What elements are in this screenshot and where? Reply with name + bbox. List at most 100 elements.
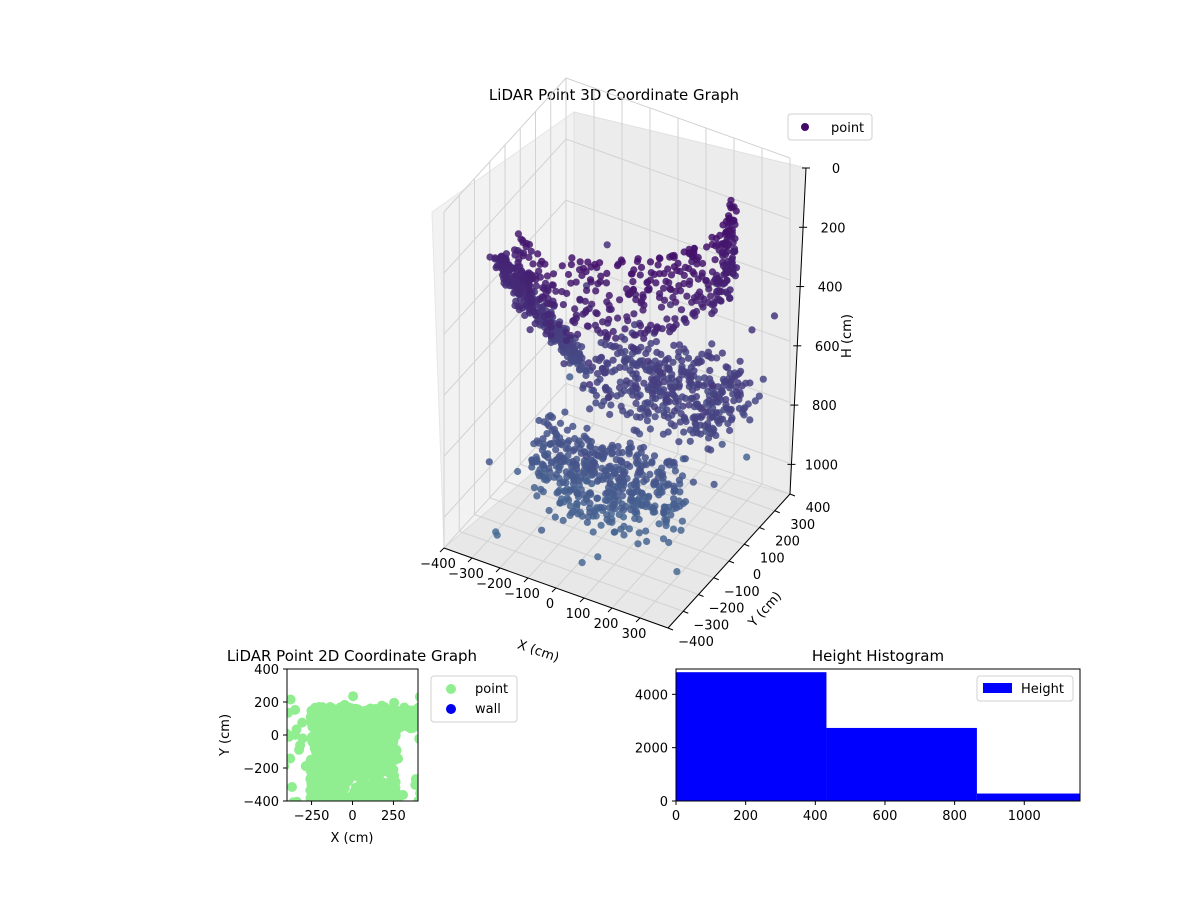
point-3d	[643, 417, 652, 425]
chart-2d: LiDAR Point 2D Coordinate Graph −250 0 250…	[218, 647, 518, 846]
point-3d	[529, 260, 537, 268]
point-3d	[680, 428, 688, 436]
point-2d	[415, 788, 418, 798]
legend-histogram: Height	[976, 675, 1074, 702]
histogram-bars	[676, 672, 1080, 801]
point-3d	[602, 490, 610, 498]
point-3d	[559, 301, 568, 309]
point-2d	[337, 788, 347, 799]
point-3d	[586, 489, 594, 497]
legend-histogram-swatch	[983, 683, 1012, 693]
point-3d	[770, 312, 779, 320]
z-axis-label-3d: H (cm)	[840, 314, 855, 358]
point-3d	[585, 359, 593, 367]
point-3d	[655, 293, 664, 301]
point-3d	[533, 437, 541, 445]
point-3d	[603, 241, 611, 249]
point-3d	[550, 425, 559, 433]
point-3d	[638, 501, 646, 510]
plot-area-histogram	[675, 668, 1081, 802]
x-tick-label-histogram: 800	[942, 809, 967, 824]
point-3d	[625, 291, 633, 299]
point-3d	[556, 451, 564, 459]
point-3d	[621, 325, 629, 333]
histogram-bar	[676, 672, 827, 801]
point-3d	[686, 437, 694, 445]
point-3d	[699, 303, 707, 311]
point-3d	[597, 272, 605, 280]
point-3d	[746, 416, 754, 424]
point-2d	[402, 712, 413, 723]
point-3d	[692, 393, 701, 401]
point-3d	[556, 499, 564, 507]
point-3d	[638, 361, 646, 369]
point-3d	[722, 228, 730, 236]
point-3d	[609, 327, 617, 336]
x-tick-label-2d: 0	[348, 809, 356, 824]
point-3d	[642, 475, 650, 484]
point-3d	[678, 517, 687, 525]
legend-2d: point wall	[430, 675, 518, 723]
point-2d	[374, 768, 385, 778]
point-3d	[648, 389, 657, 397]
point-2d	[389, 697, 400, 708]
point-3d	[552, 287, 560, 295]
point-3d	[651, 413, 659, 421]
point-3d	[531, 320, 539, 328]
point-3d	[708, 240, 716, 249]
point-3d	[611, 528, 619, 536]
point-2d	[315, 712, 326, 723]
point-3d	[618, 333, 626, 341]
point-3d	[590, 459, 599, 467]
point-3d	[569, 422, 577, 430]
point-2d	[287, 753, 296, 764]
y-tick-label-3d: 200	[775, 535, 800, 550]
y-tick-label-histogram: 4000	[635, 688, 668, 703]
point-2d	[372, 713, 383, 724]
point-2d	[382, 793, 393, 801]
point-3d	[655, 520, 663, 528]
y-tick-label-histogram: 2000	[635, 742, 668, 757]
point-3d	[670, 263, 679, 271]
point-3d	[676, 418, 684, 426]
point-3d	[632, 477, 640, 485]
point-2d	[334, 741, 345, 752]
point-3d	[724, 419, 732, 428]
point-3d	[656, 255, 664, 263]
point-3d	[636, 468, 644, 476]
point-3d	[736, 389, 744, 397]
point-3d	[617, 402, 625, 410]
point-3d	[592, 399, 600, 407]
point-3d	[632, 370, 640, 378]
point-3d	[514, 230, 523, 238]
point-3d	[726, 426, 734, 435]
point-3d	[580, 491, 588, 499]
point-3d	[603, 269, 611, 277]
point-3d	[685, 280, 694, 288]
point-3d	[572, 504, 581, 512]
point-3d	[586, 276, 595, 284]
point-3d	[594, 451, 602, 459]
y-tick-label-3d: −300	[693, 618, 729, 633]
point-2d	[334, 771, 345, 782]
point-3d	[626, 366, 634, 375]
point-3d	[527, 247, 535, 255]
point-2d	[356, 706, 367, 717]
point-3d	[515, 289, 523, 297]
point-3d	[563, 426, 572, 434]
point-3d	[582, 268, 590, 276]
point-3d	[677, 526, 685, 534]
histogram-bar	[976, 793, 1080, 801]
point-2d	[322, 794, 333, 801]
point-2d	[384, 731, 395, 742]
point-3d	[658, 471, 666, 479]
point-3d	[583, 286, 591, 294]
point-2d	[357, 776, 368, 787]
point-3d	[605, 315, 613, 324]
point-3d	[560, 360, 568, 368]
point-3d	[694, 359, 703, 367]
point-3d	[525, 286, 533, 294]
point-3d	[696, 421, 705, 429]
point-3d	[661, 503, 669, 511]
point-3d	[538, 526, 546, 534]
